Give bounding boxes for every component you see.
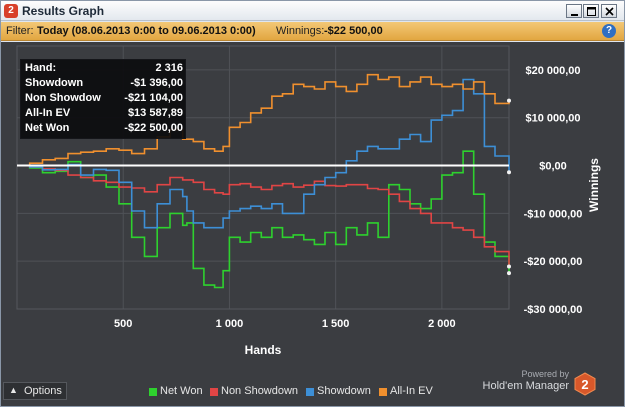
powered-by-text: Powered by bbox=[521, 369, 569, 379]
plot-frame bbox=[16, 45, 510, 310]
all-in-ev-line bbox=[17, 73, 510, 167]
brand-block: Powered by Hold'em Manager 2 bbox=[479, 369, 597, 401]
series-end-point bbox=[507, 170, 511, 175]
legend-label: Net Won bbox=[160, 385, 203, 397]
help-icon[interactable]: ? bbox=[602, 24, 616, 38]
filter-value[interactable]: Today (08.06.2013 0:00 to 09.06.2013 0:0… bbox=[37, 25, 256, 37]
stat-non-showdown: Non Showdow -$21 104,00 bbox=[25, 91, 183, 106]
holdem-manager-logo-icon: 2 bbox=[574, 372, 596, 396]
axes: $20 000,00 $10 000,00 $0,00 -$10 000,00 -$20… bbox=[114, 65, 582, 330]
legend-label: All-In EV bbox=[390, 385, 433, 397]
app-logo-icon: 2 bbox=[4, 4, 18, 18]
stat-value: -$21 104,00 bbox=[124, 92, 183, 104]
minimize-icon bbox=[571, 14, 578, 16]
legend-label: Non Showdown bbox=[221, 385, 299, 397]
filter-label: Filter: bbox=[6, 25, 34, 37]
title-bar[interactable]: 2 Results Graph bbox=[1, 1, 624, 21]
series-end-point bbox=[507, 98, 511, 103]
close-button[interactable] bbox=[601, 4, 617, 18]
legend-swatch bbox=[210, 388, 218, 396]
stat-label: Hand: bbox=[25, 62, 57, 74]
legend-swatch bbox=[379, 388, 387, 396]
stat-all-in-ev: All-In EV $13 587,89 bbox=[25, 106, 183, 121]
window-title: Results Graph bbox=[22, 4, 105, 18]
close-icon bbox=[605, 7, 614, 16]
stat-showdown: Showdown -$1 396,00 bbox=[25, 76, 183, 91]
y-tick-label: $10 000,00 bbox=[525, 113, 580, 125]
minimize-button[interactable] bbox=[566, 4, 582, 18]
graph-panel: $20 000,00 $10 000,00 $0,00 -$10 000,00 -$20… bbox=[1, 42, 624, 406]
stat-value: $13 587,89 bbox=[127, 107, 183, 119]
y-tick-label: -$20 000,00 bbox=[524, 256, 583, 268]
brand-name: Hold'em Manager bbox=[482, 380, 569, 392]
stat-label: Net Won bbox=[25, 122, 70, 134]
x-tick-label: 2 000 bbox=[428, 318, 456, 330]
legend-swatch bbox=[149, 388, 157, 396]
series-end-point bbox=[507, 264, 511, 269]
filter-bar: Filter: Today (08.06.2013 0:00 to 09.06.… bbox=[1, 22, 624, 41]
options-button[interactable]: ▲ Options bbox=[3, 382, 67, 400]
x-tick-label: 500 bbox=[114, 318, 132, 330]
stat-value: -$22 500,00 bbox=[124, 122, 183, 134]
options-label: Options bbox=[24, 385, 62, 397]
stat-hand: Hand: 2 316 bbox=[25, 61, 183, 76]
net-won-line bbox=[17, 150, 510, 289]
series-end-point bbox=[507, 271, 511, 276]
stat-value: 2 316 bbox=[155, 62, 183, 74]
stat-label: Showdown bbox=[25, 77, 84, 89]
y-tick-label: $0,00 bbox=[539, 161, 567, 173]
results-chart: $20 000,00 $10 000,00 $0,00 -$10 000,00 -$20… bbox=[16, 45, 601, 357]
y-tick-label: $20 000,00 bbox=[525, 65, 580, 77]
winnings-label: Winnings: bbox=[276, 25, 325, 37]
brand-badge: 2 bbox=[581, 377, 588, 392]
stat-net-won: Net Won -$22 500,00 bbox=[25, 121, 183, 136]
stats-box: Hand: 2 316 Showdown -$1 396,00 Non Show… bbox=[20, 59, 186, 139]
x-tick-label: 1 500 bbox=[322, 318, 350, 330]
maximize-icon bbox=[587, 7, 596, 16]
showdown-line bbox=[17, 78, 510, 229]
y-axis-label: Winnings bbox=[587, 158, 601, 212]
legend-swatch bbox=[306, 388, 314, 396]
y-tick-label: -$30 000,00 bbox=[524, 304, 583, 316]
winnings-value: -$22 500,00 bbox=[324, 25, 383, 37]
stat-label: All-In EV bbox=[25, 107, 71, 119]
non-showdown-line bbox=[17, 164, 510, 267]
chevron-up-icon: ▲ bbox=[9, 385, 18, 395]
stat-value: -$1 396,00 bbox=[130, 77, 183, 89]
stat-label: Non Showdow bbox=[25, 92, 101, 104]
series-lines bbox=[17, 73, 511, 289]
maximize-button[interactable] bbox=[583, 4, 599, 18]
x-tick-label: 1 000 bbox=[216, 318, 244, 330]
x-axis-label: Hands bbox=[245, 343, 282, 357]
legend-label: Showdown bbox=[317, 385, 371, 397]
y-tick-label: -$10 000,00 bbox=[524, 208, 583, 220]
